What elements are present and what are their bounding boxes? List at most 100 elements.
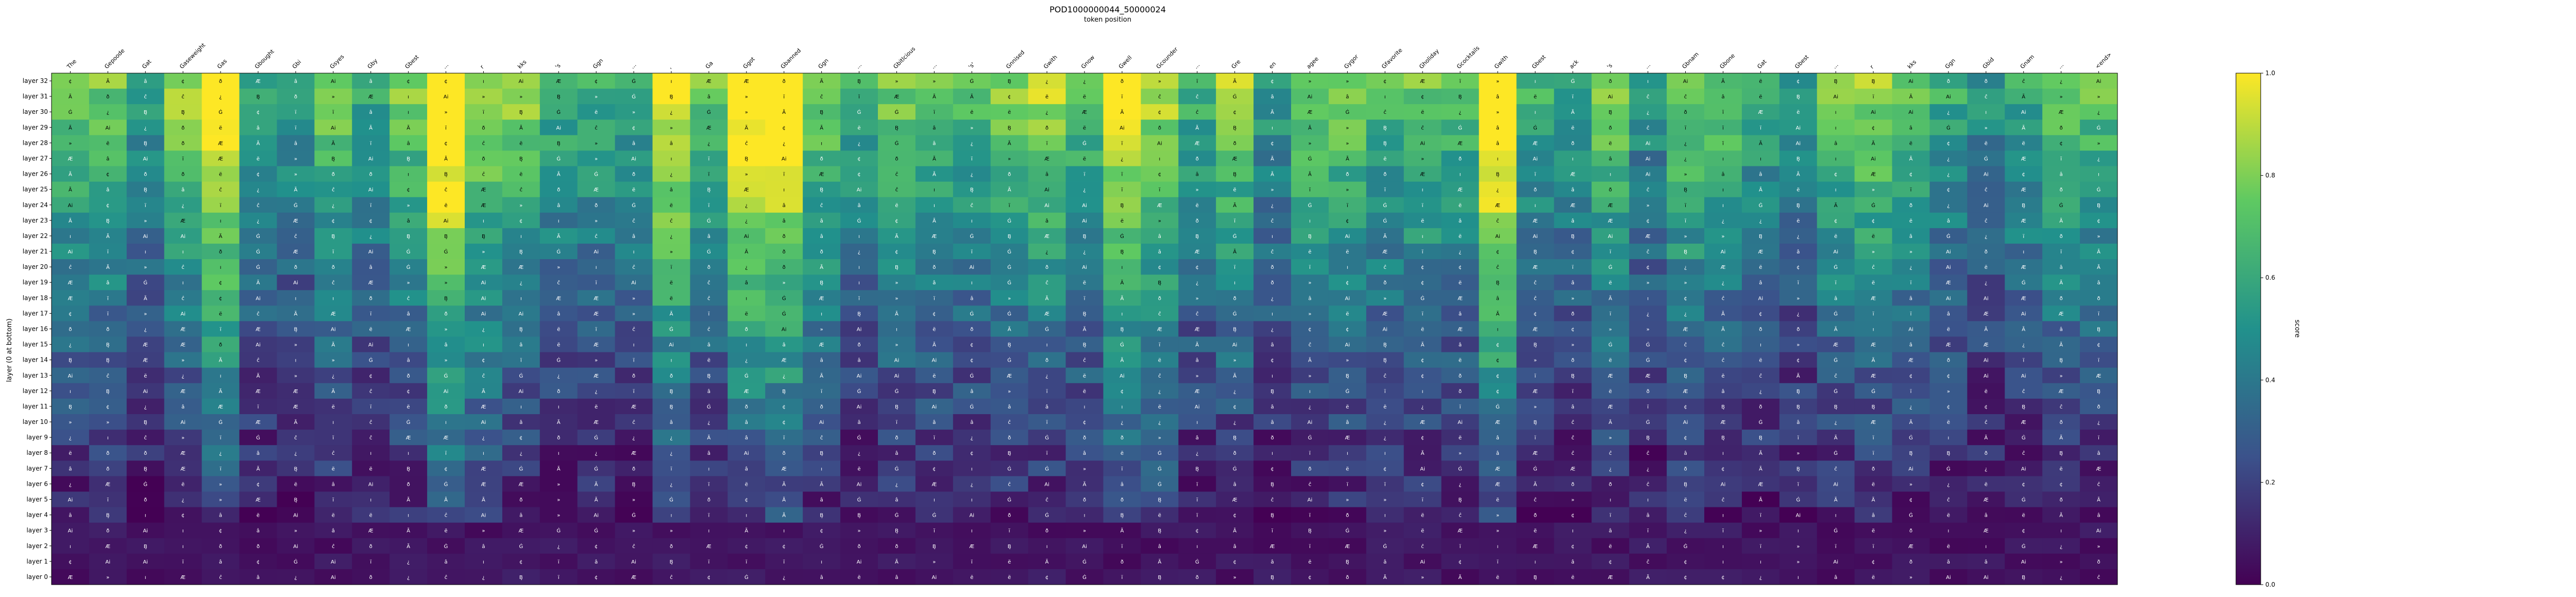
heatmap-cell xyxy=(727,166,766,182)
heatmap-cell-label: ı xyxy=(745,513,747,519)
heatmap-cell-label: » xyxy=(632,296,635,301)
heatmap-cell-label: Ã xyxy=(1834,434,1838,441)
heatmap-cell-label: ı xyxy=(483,79,484,84)
heatmap-cell xyxy=(352,135,390,151)
heatmap-cell-label: ë xyxy=(933,327,936,333)
heatmap-cell-label: Æ xyxy=(1608,218,1613,224)
heatmap-cell xyxy=(1103,166,1141,182)
heatmap-cell-label: ĉ xyxy=(1647,187,1650,193)
heatmap-cell-label: ë xyxy=(1571,125,1574,131)
heatmap-cell-label: » xyxy=(1308,79,1311,84)
heatmap-cell-label: Ġ xyxy=(256,233,260,240)
heatmap-cell-label: Ġ xyxy=(970,78,974,84)
heatmap-cell-label: Ã xyxy=(1834,497,1838,503)
heatmap-cell-label: Ai xyxy=(331,575,336,581)
heatmap-cell-label: ı xyxy=(182,249,184,255)
heatmap-cell-label: Ġ xyxy=(1233,310,1237,317)
heatmap-cell-label: » xyxy=(557,498,560,503)
heatmap-cell xyxy=(1141,135,1179,151)
heatmap-cell-label: ĉ xyxy=(407,295,410,301)
heatmap-cell-label: ı xyxy=(1272,125,1273,131)
heatmap-cell-label: B̧ xyxy=(519,327,523,333)
heatmap-cell xyxy=(915,73,954,89)
heatmap-cell-label: ð xyxy=(1609,125,1612,131)
heatmap-cell-label: ı xyxy=(70,234,71,240)
heatmap-cell-label: » xyxy=(557,513,560,519)
heatmap-cell-label: Ã xyxy=(1008,326,1011,333)
heatmap-cell-label: ¢ xyxy=(1270,466,1274,472)
heatmap-cell-label: Ã xyxy=(1233,78,1236,84)
heatmap-cell-label: Æ xyxy=(105,544,110,550)
heatmap-cell-label: â xyxy=(1459,342,1462,348)
heatmap-cell xyxy=(352,73,390,89)
y-tick-label: layer 8 xyxy=(26,449,48,456)
y-tick-label: layer 29 xyxy=(23,124,48,131)
heatmap-cell-label: ¢ xyxy=(1646,218,1649,224)
heatmap-cell-label: ĉ xyxy=(1045,280,1048,286)
heatmap-cell-label: Ġ xyxy=(1834,264,1838,270)
heatmap-cell-label: Æ xyxy=(481,482,486,487)
heatmap-cell-label: ¢ xyxy=(895,249,898,255)
heatmap-cell-label: ı xyxy=(671,513,672,519)
heatmap-cell-label: Ġ xyxy=(1345,388,1349,395)
heatmap-cell-label: B̧ xyxy=(2022,203,2025,209)
heatmap-cell-label: Ġ xyxy=(143,481,147,487)
heatmap-cell xyxy=(690,166,728,182)
heatmap-cell-label: ¢ xyxy=(1534,311,1537,317)
heatmap-cell-label: Ai xyxy=(1382,327,1387,333)
heatmap-cell-label: â xyxy=(820,497,823,503)
heatmap-cell-label: ĉ xyxy=(445,187,448,193)
heatmap-cell-label: Æ xyxy=(1195,389,1200,395)
heatmap-cell xyxy=(1817,135,1855,151)
x-tick-label: Ggn xyxy=(817,57,830,70)
heatmap-cell-label: ı xyxy=(1084,513,1086,519)
heatmap-cell-label: Ã xyxy=(1797,171,1800,178)
heatmap-cell-label: ĉ xyxy=(2060,404,2063,410)
heatmap-cell-label: B̧ xyxy=(1571,373,1574,379)
heatmap-cell-label: ï xyxy=(1797,435,1799,441)
heatmap-cell-label: ë xyxy=(857,575,860,581)
heatmap-cell-label: ı xyxy=(1460,172,1461,178)
heatmap-cell-label: Ã xyxy=(1308,124,1312,131)
heatmap-cell-label: Ai xyxy=(1646,172,1651,178)
heatmap-cell-label: â xyxy=(519,419,522,425)
x-tick-label: Gwell xyxy=(1117,54,1133,70)
heatmap-cell xyxy=(953,73,991,89)
heatmap-cell-label: ¢ xyxy=(820,528,823,534)
heatmap-cell-label: ë xyxy=(1308,249,1311,255)
heatmap-cell-label: ı xyxy=(408,172,409,178)
heatmap-cell-label: ð xyxy=(219,544,222,550)
heatmap-cell-label: ¿ xyxy=(1684,311,1687,317)
heatmap-cell-label: Ġ xyxy=(444,372,448,379)
heatmap-cell-label: » xyxy=(1609,435,1612,441)
heatmap-cell-label: ë xyxy=(1459,234,1462,240)
heatmap-cell-label: B̧ xyxy=(1533,343,1537,348)
heatmap-cell-label: Æ xyxy=(931,234,937,240)
heatmap-cell xyxy=(502,73,540,89)
heatmap-cell-label: Ġ xyxy=(519,543,523,550)
heatmap-cell-label: ĉ xyxy=(69,264,72,270)
heatmap-cell-label: » xyxy=(2060,559,2063,565)
heatmap-cell-label: Ġ xyxy=(1007,264,1011,270)
heatmap-cell-label: ¿ xyxy=(1384,420,1386,425)
heatmap-cell-label: â xyxy=(1270,94,1274,100)
heatmap-cell-label: B̧ xyxy=(2059,451,2063,456)
heatmap-cell-label: ¢ xyxy=(369,218,372,224)
heatmap-cell-label: » xyxy=(482,249,485,255)
heatmap-cell-label: ¿ xyxy=(1083,249,1086,255)
heatmap-cell xyxy=(1441,120,1480,135)
heatmap-cell-label: ¢ xyxy=(519,218,522,224)
heatmap-cell-label: Æ xyxy=(180,218,185,224)
heatmap-cell-label: ë xyxy=(1083,125,1086,131)
heatmap-cell-label: â xyxy=(1985,559,1988,565)
heatmap-cell-label: ¿ xyxy=(1121,420,1123,425)
heatmap-cell-label: ı xyxy=(1722,559,1724,565)
heatmap-cell-label: Æ xyxy=(68,296,73,301)
heatmap-cell xyxy=(803,181,841,198)
heatmap-cell-label: ë xyxy=(1459,203,1462,209)
heatmap-cell-label: Ġ xyxy=(1007,310,1011,317)
heatmap-cell-label: â xyxy=(1459,218,1462,224)
heatmap-cell-label: Ã xyxy=(257,140,260,146)
heatmap-cell xyxy=(427,181,465,198)
heatmap-cell xyxy=(1704,104,1742,120)
